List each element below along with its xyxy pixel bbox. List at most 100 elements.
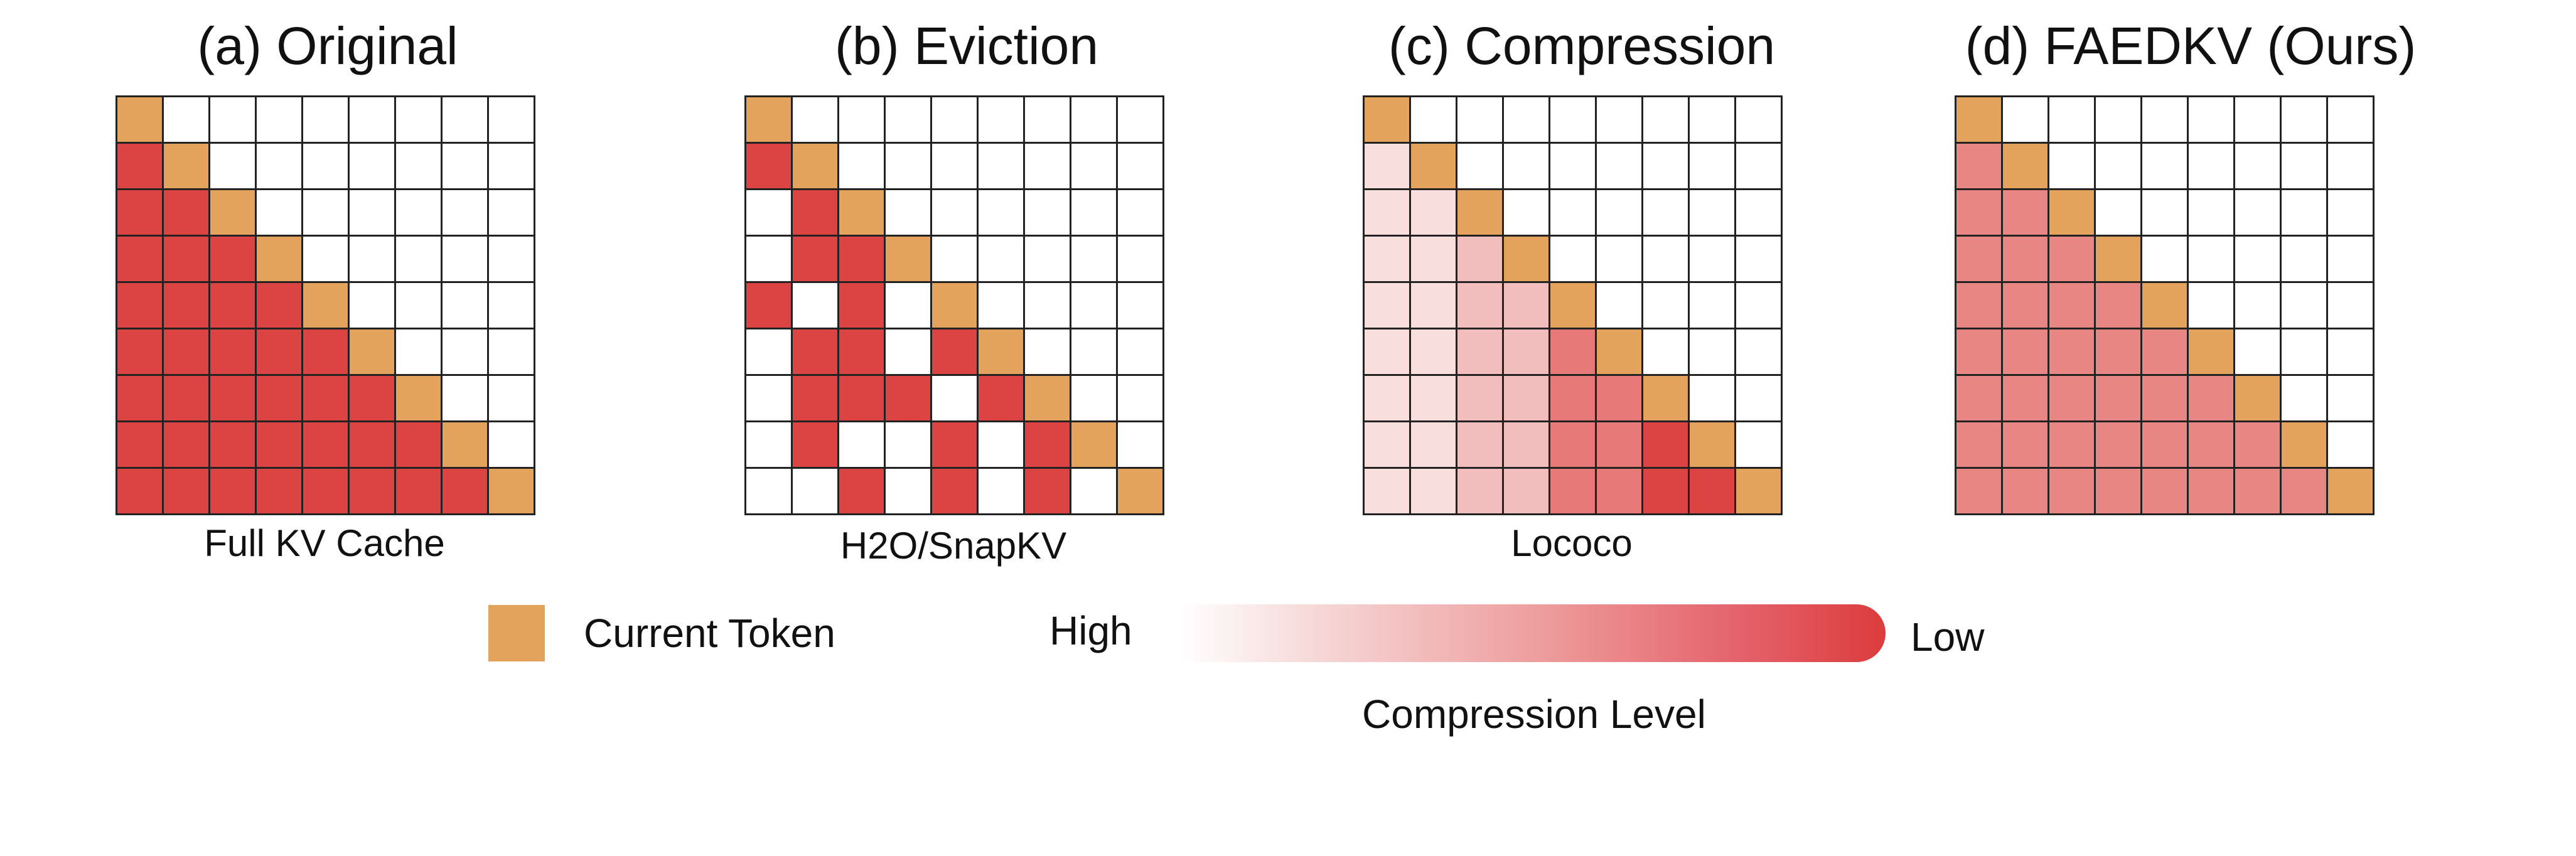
empty-cell <box>979 97 1025 144</box>
kept-cell <box>117 283 164 329</box>
empty-cell <box>396 97 443 144</box>
empty-cell <box>886 283 932 329</box>
empty-cell <box>2328 422 2375 469</box>
compressed-cell <box>2189 469 2235 515</box>
current-token-cell <box>396 376 443 422</box>
current-token-cell <box>2235 376 2282 422</box>
empty-cell <box>979 237 1025 283</box>
current-token-cell <box>746 97 793 144</box>
compressed-cell <box>1597 376 1643 422</box>
compressed-cell <box>2096 422 2142 469</box>
empty-cell <box>2003 97 2049 144</box>
empty-cell <box>1118 190 1164 237</box>
current-token-cell <box>1071 422 1118 469</box>
compressed-cell <box>2049 422 2096 469</box>
empty-cell <box>1025 144 1071 190</box>
compressed-cell <box>1690 469 1736 515</box>
empty-cell <box>1597 237 1643 283</box>
compressed-cell <box>2142 422 2189 469</box>
empty-cell <box>489 97 535 144</box>
kept-cell <box>117 469 164 515</box>
compressed-cell <box>2189 376 2235 422</box>
compressed-cell <box>2003 237 2049 283</box>
empty-cell <box>489 376 535 422</box>
compressed-cell <box>1411 329 1457 376</box>
empty-cell <box>1736 283 1783 329</box>
empty-cell <box>489 422 535 469</box>
empty-cell <box>1736 237 1783 283</box>
empty-cell <box>1736 144 1783 190</box>
empty-cell <box>303 97 350 144</box>
compressed-cell <box>1504 329 1550 376</box>
kept-cell <box>117 237 164 283</box>
empty-cell <box>2189 190 2235 237</box>
empty-cell <box>886 329 932 376</box>
compressed-cell <box>1956 469 2003 515</box>
current-token-cell <box>793 144 839 190</box>
current-token-label: Current Token <box>584 611 835 656</box>
current-token-cell <box>1457 190 1504 237</box>
panel-c-caption: Lococo <box>1511 522 1633 564</box>
empty-cell <box>793 469 839 515</box>
compressed-cell <box>2003 190 2049 237</box>
kept-cell <box>350 469 396 515</box>
empty-cell <box>2282 283 2328 329</box>
compressed-cell <box>1365 422 1411 469</box>
empty-cell <box>350 283 396 329</box>
kept-cell <box>257 469 303 515</box>
empty-cell <box>2235 190 2282 237</box>
kept-cell <box>257 329 303 376</box>
kept-cell <box>839 376 886 422</box>
empty-cell <box>1736 97 1783 144</box>
kept-cell <box>793 376 839 422</box>
kept-cell <box>396 422 443 469</box>
kept-cell <box>932 469 979 515</box>
current-token-cell <box>489 469 535 515</box>
current-token-cell <box>210 190 257 237</box>
compressed-cell <box>1597 422 1643 469</box>
empty-cell <box>396 283 443 329</box>
empty-cell <box>1118 144 1164 190</box>
current-token-cell <box>350 329 396 376</box>
empty-cell <box>839 144 886 190</box>
empty-cell <box>1071 376 1118 422</box>
compressed-cell <box>1457 376 1504 422</box>
empty-cell <box>1690 376 1736 422</box>
empty-cell <box>1643 237 1690 283</box>
empty-cell <box>1025 237 1071 283</box>
empty-cell <box>2049 97 2096 144</box>
empty-cell <box>2235 283 2282 329</box>
compressed-cell <box>2282 469 2328 515</box>
empty-cell <box>2235 237 2282 283</box>
empty-cell <box>443 283 489 329</box>
kept-cell <box>839 329 886 376</box>
compressed-cell <box>1956 190 2003 237</box>
compressed-cell <box>1956 144 2003 190</box>
empty-cell <box>303 144 350 190</box>
compressed-cell <box>2142 329 2189 376</box>
empty-cell <box>2235 144 2282 190</box>
compressed-cell <box>1365 376 1411 422</box>
empty-cell <box>443 329 489 376</box>
kept-cell <box>350 376 396 422</box>
compressed-cell <box>1365 283 1411 329</box>
kept-cell <box>303 469 350 515</box>
empty-cell <box>1071 283 1118 329</box>
kept-cell <box>443 469 489 515</box>
compressed-cell <box>2096 376 2142 422</box>
empty-cell <box>2142 190 2189 237</box>
empty-cell <box>746 376 793 422</box>
empty-cell <box>1025 190 1071 237</box>
panel-a-title: (a) Original <box>197 16 458 75</box>
empty-cell <box>746 422 793 469</box>
compressed-cell <box>1956 422 2003 469</box>
kept-cell <box>1025 422 1071 469</box>
current-token-cell <box>2142 283 2189 329</box>
empty-cell <box>1411 97 1457 144</box>
empty-cell <box>350 237 396 283</box>
panel-d-grid <box>1955 95 2375 515</box>
kept-cell <box>886 376 932 422</box>
compressed-cell <box>1365 144 1411 190</box>
empty-cell <box>489 329 535 376</box>
empty-cell <box>210 144 257 190</box>
